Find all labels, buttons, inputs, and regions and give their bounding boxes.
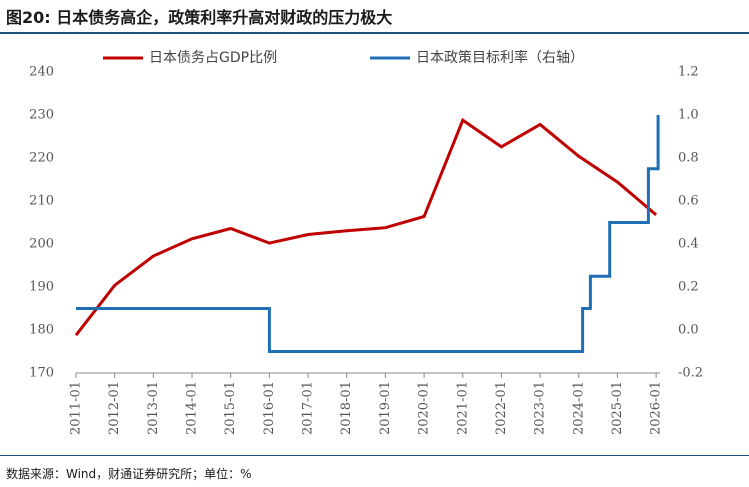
y-left-tick-label: 240 xyxy=(29,65,54,80)
y-right-tick-label: 0.0 xyxy=(678,323,699,338)
x-tick-label: 2019-01 xyxy=(378,381,393,435)
debt-ratio-line xyxy=(74,117,658,337)
y-left-tick-label: 190 xyxy=(29,280,54,295)
x-tick-label: 2024-01 xyxy=(571,381,586,435)
y-right-tick-label: 0.2 xyxy=(678,280,699,295)
policy-rate-line xyxy=(76,115,660,353)
x-tick-label: 2016-01 xyxy=(262,381,277,435)
x-tick-label: 2015-01 xyxy=(223,381,238,435)
y-right-tick-label: 0.4 xyxy=(678,237,699,252)
y-right-tick-label: 1.0 xyxy=(678,108,699,123)
y-left-tick-label: 200 xyxy=(29,237,54,252)
x-tick-label: 2022-01 xyxy=(494,381,509,435)
chart-title: 图20: 日本债务高企，政策利率升高对财政的压力极大 xyxy=(6,8,393,27)
x-tick-label: 2014-01 xyxy=(185,381,200,435)
legend-label-debt: 日本债务占GDP比例 xyxy=(149,50,277,66)
x-tick-label: 2020-01 xyxy=(417,381,432,435)
x-tick-label: 2026-01 xyxy=(649,381,664,435)
x-tick-label: 2017-01 xyxy=(301,381,316,435)
y-left-tick-label: 170 xyxy=(29,366,54,381)
y-right-tick-label: 1.2 xyxy=(678,65,699,80)
title-rule xyxy=(0,32,749,34)
x-tick-label: 2018-01 xyxy=(339,381,354,435)
x-tick-label: 2025-01 xyxy=(610,381,625,435)
y-right-tick-label: 0.8 xyxy=(678,151,699,166)
y-left-tick-label: 220 xyxy=(29,151,54,166)
source-note: 数据来源：Wind，财通证券研究所；单位：% xyxy=(6,467,252,481)
y-right-tick-label: -0.2 xyxy=(678,366,703,381)
x-tick-label: 2011-01 xyxy=(69,381,84,435)
y-left-tick-label: 230 xyxy=(29,108,54,123)
x-tick-label: 2023-01 xyxy=(533,381,548,435)
y-right-tick-label: 0.6 xyxy=(678,194,699,209)
x-tick-label: 2021-01 xyxy=(455,381,470,435)
x-tick-label: 2012-01 xyxy=(107,381,122,435)
legend-label-rate: 日本政策目标利率（右轴） xyxy=(416,49,584,66)
y-left-tick-label: 180 xyxy=(29,323,54,338)
footer-rule xyxy=(0,455,749,456)
x-tick-label: 2013-01 xyxy=(146,381,161,435)
y-left-tick-label: 210 xyxy=(29,194,54,209)
